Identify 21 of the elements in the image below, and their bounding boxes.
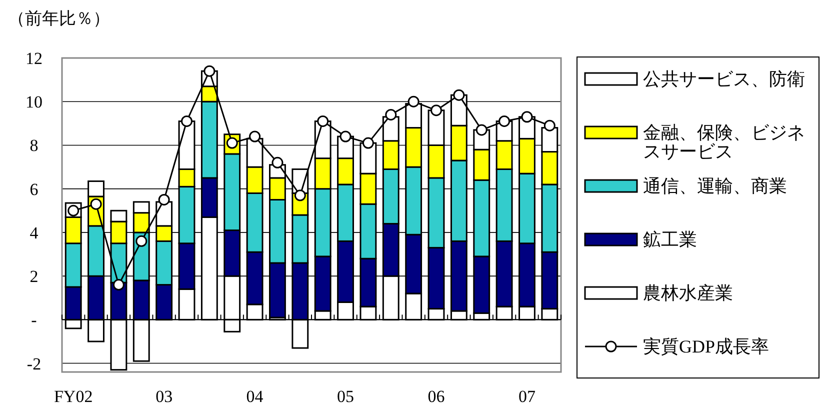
x-tick-label: 04 <box>246 387 264 406</box>
y-tick-label: 2 <box>30 267 38 286</box>
legend-label: 鉱工業 <box>643 230 697 250</box>
y-axis-title: （前年比％） <box>8 9 110 28</box>
x-tick-label: 07 <box>518 387 536 406</box>
legend-label: 公共サービス、防衛 <box>643 69 805 89</box>
x-tick-label: FY02 <box>54 387 93 406</box>
x-tick-label: 05 <box>337 387 354 406</box>
y-tick-label: 12 <box>26 49 42 68</box>
legend-label: 金融、保険、ビジネスサービス <box>643 122 805 162</box>
legend-label: 通信、運輸、商業 <box>643 176 787 196</box>
y-tick-label: 4 <box>30 223 39 242</box>
y-tick-label: 8 <box>30 136 38 156</box>
y-tick-label: - <box>31 310 38 330</box>
legend-label: 農林水産業 <box>643 283 733 303</box>
y-tick-label: 6 <box>30 180 38 199</box>
y-tick-label: 10 <box>26 92 42 112</box>
y-tick-label: -2 <box>26 354 42 374</box>
x-tick-label: 06 <box>428 387 445 406</box>
x-tick-label: 03 <box>156 387 173 406</box>
legend-label: 実質GDP成長率 <box>643 336 770 356</box>
